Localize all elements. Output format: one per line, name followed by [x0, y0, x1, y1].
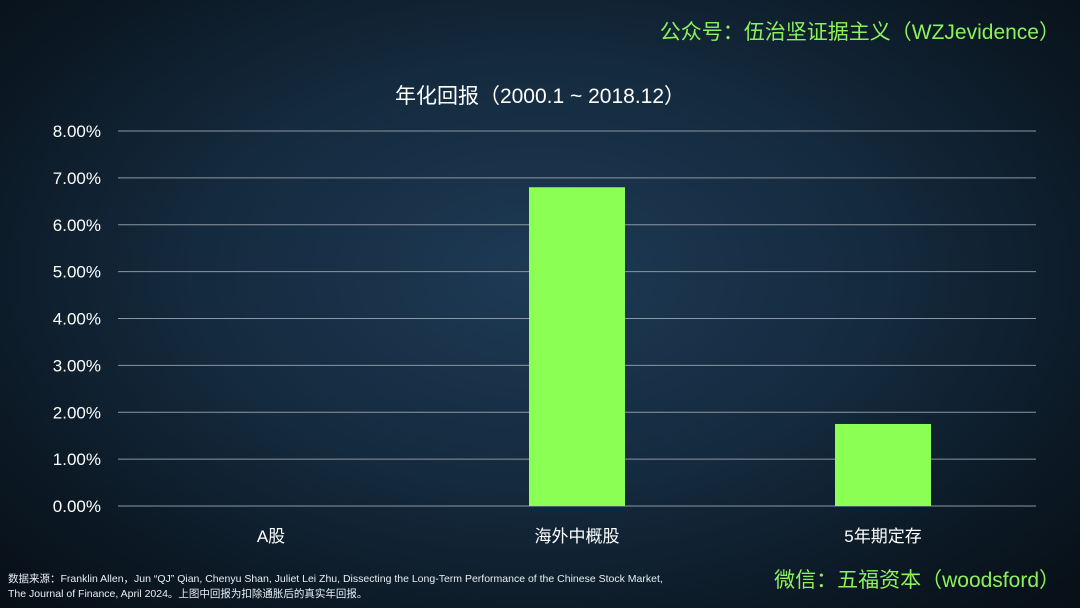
y-tick-label: 5.00%: [53, 263, 101, 282]
bar: [529, 187, 625, 506]
y-tick-label: 8.00%: [53, 122, 101, 141]
x-axis-category-labels: A股 海外中概股 5年期定存: [257, 527, 922, 546]
wechat-id-label: 微信：五福资本（woodsford）: [774, 569, 1060, 592]
source-note-line-1: 数据来源：Franklin Allen，Jun “QJ” Qian, Cheny…: [8, 573, 663, 585]
data-source-note: 数据来源：Franklin Allen，Jun “QJ” Qian, Cheny…: [8, 572, 778, 602]
bar: [835, 423, 931, 506]
y-tick-label: 0.00%: [53, 497, 101, 516]
y-tick-label: 7.00%: [53, 169, 101, 188]
x-category-label: 海外中概股: [535, 527, 620, 546]
wechat-account-label: 公众号：伍治坚证据主义（WZJevidence）: [659, 21, 1060, 44]
x-category-label: 5年期定存: [844, 527, 921, 546]
y-tick-label: 4.00%: [53, 310, 101, 329]
bars: [529, 187, 931, 506]
source-note-line-2: The Journal of Finance, April 2024。上图中回报…: [8, 588, 368, 600]
y-tick-label: 2.00%: [53, 403, 101, 422]
y-tick-label: 6.00%: [53, 216, 101, 235]
y-axis-tick-labels: 0.00% 1.00% 2.00% 3.00% 4.00% 5.00% 6.00% 7.00%…: [53, 122, 101, 516]
y-tick-label: 1.00%: [53, 450, 101, 469]
y-tick-label: 3.00%: [53, 356, 101, 375]
x-category-label: A股: [257, 527, 285, 546]
chart-title: 年化回报（2000.1 ~ 2018.12）: [394, 85, 686, 108]
